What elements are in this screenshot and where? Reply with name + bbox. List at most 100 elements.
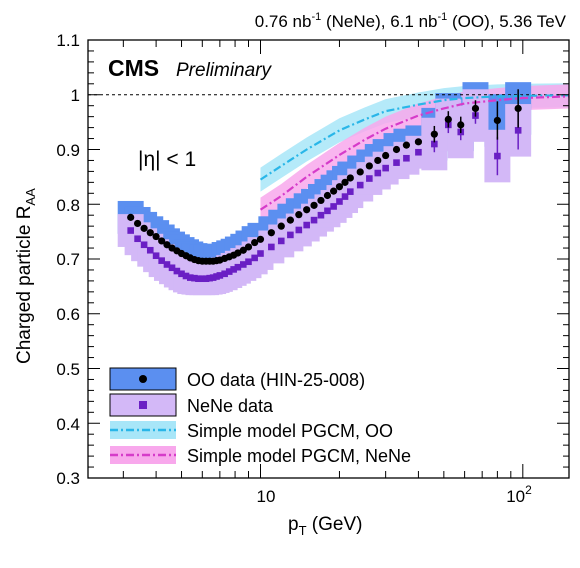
oo-data-point: [402, 141, 411, 149]
nene-data-point: [366, 175, 373, 182]
nene-data-point: [202, 275, 210, 283]
y-tick-label: 0.4: [56, 415, 80, 434]
oo-data-point: [127, 213, 135, 221]
nene-data-point: [431, 140, 438, 148]
oo-data-point: [323, 191, 332, 200]
oo-data-point: [256, 235, 265, 243]
oo-data-point: [471, 104, 480, 113]
y-axis-title: Charged particle RAA: [14, 188, 38, 364]
y-tick-label: 0.6: [56, 305, 80, 324]
legend-entry-nene-data: NeNe data: [109, 393, 274, 417]
nene-data-point: [356, 181, 364, 189]
oo-data-point: [277, 222, 285, 230]
nene-data-point: [152, 252, 160, 260]
nene-data-point: [173, 267, 181, 275]
oo-data-point: [382, 151, 390, 160]
x-axis-title: pT (GeV): [288, 514, 362, 538]
nene-data-point: [287, 231, 294, 239]
nene-data-point: [257, 250, 264, 257]
nene-data-point: [303, 221, 310, 229]
oo-data-point: [365, 162, 373, 170]
legend-entry-model-oo: Simple model PGCM, OO: [110, 421, 393, 441]
nene-data-point: [209, 274, 217, 281]
nene-data-point: [295, 226, 303, 234]
legend-marker-oo: [139, 375, 147, 383]
nene-data-point: [225, 268, 233, 275]
y-tick-label: 1: [71, 86, 80, 105]
x-tick-label: 102: [506, 483, 532, 506]
oo-data-point: [430, 130, 438, 138]
nene-data-point: [206, 274, 213, 282]
nene-data-point: [324, 207, 331, 215]
axis-ticks: [88, 39, 569, 479]
legend-label: OO data (HIN-25-008): [187, 370, 365, 390]
nene-data-point: [403, 154, 410, 162]
oo-data-point: [234, 249, 242, 257]
nene-data-point: [374, 169, 382, 177]
oo-data-point: [346, 174, 354, 182]
oo-data-point: [317, 196, 325, 205]
y-tick-label: 0.8: [56, 196, 80, 215]
nene-data-point: [191, 274, 198, 282]
oo-data-point: [392, 145, 401, 154]
legend-label: NeNe data: [187, 396, 274, 416]
oo-data-point: [310, 201, 318, 209]
oo-data-point: [251, 238, 259, 247]
nene-data-point: [195, 275, 202, 283]
data-points: [127, 89, 522, 283]
y-tick-label: 0.7: [56, 250, 80, 269]
oo-data-point: [152, 232, 160, 241]
nene-data-point: [186, 274, 194, 281]
nene-data-point: [347, 188, 354, 195]
oo-data-point: [493, 116, 501, 125]
nene-data-point: [140, 241, 148, 249]
oo-data-point: [158, 237, 166, 245]
oo-data-point: [146, 229, 154, 237]
oo-data-point: [133, 219, 142, 228]
nene-data-point: [213, 273, 220, 280]
model-curves: [259, 94, 569, 211]
eta-annotation: |η| < 1: [138, 148, 196, 171]
y-tick-label: 1.1: [56, 31, 80, 50]
y-tick-label: 0.9: [56, 141, 80, 160]
nene-data-point: [234, 263, 242, 271]
nene-data-point: [127, 227, 134, 234]
lumi-header: 0.76 nb-1 (NeNe), 6.1 nb-1 (OO), 5.36 Te…: [255, 11, 567, 31]
nene-data-point: [382, 164, 389, 172]
experiment-label: CMS: [108, 55, 159, 81]
nene-data-point: [221, 270, 228, 278]
oo-data-point: [239, 246, 247, 254]
nene-data-point: [134, 235, 141, 243]
nene-data-point: [146, 246, 154, 254]
legend-label: Simple model PGCM, NeNe: [187, 446, 411, 466]
nene-data-point: [168, 264, 176, 272]
nene-data-point: [310, 216, 318, 224]
nene-data-point: [198, 275, 206, 283]
oo-data-point: [286, 216, 294, 224]
oo-data-point: [140, 224, 148, 232]
oo-data-point: [244, 243, 253, 251]
y-tick-labels: 0.3 0.4 0.5 0.6 0.7 0.8 0.9 1 1.1: [56, 31, 80, 488]
nene-data-point: [277, 237, 285, 245]
nene-data-point: [216, 272, 224, 279]
nene-data-point: [393, 159, 400, 166]
model-line-nene: [259, 95, 569, 211]
nene-data-point: [330, 203, 337, 210]
nene-data-point: [268, 243, 275, 251]
nene-data-point: [158, 257, 165, 264]
legend-entry-oo-data: OO data (HIN-25-008): [109, 367, 365, 391]
model-line-oo: [259, 94, 569, 181]
legend-entry-model-nene: Simple model PGCM, NeNe: [110, 446, 411, 466]
oo-data-point: [295, 211, 303, 219]
nene-data-point: [182, 272, 190, 280]
nene-data-point: [514, 127, 522, 134]
oo-data-point: [341, 178, 349, 186]
oo-data-point: [267, 229, 275, 237]
nene-data-point: [178, 270, 185, 278]
nene-data-point: [415, 148, 422, 156]
oo-data-point: [514, 104, 522, 113]
nene-data-point: [163, 261, 171, 268]
nene-data-point: [336, 198, 343, 205]
nene-data-point: [341, 193, 349, 200]
